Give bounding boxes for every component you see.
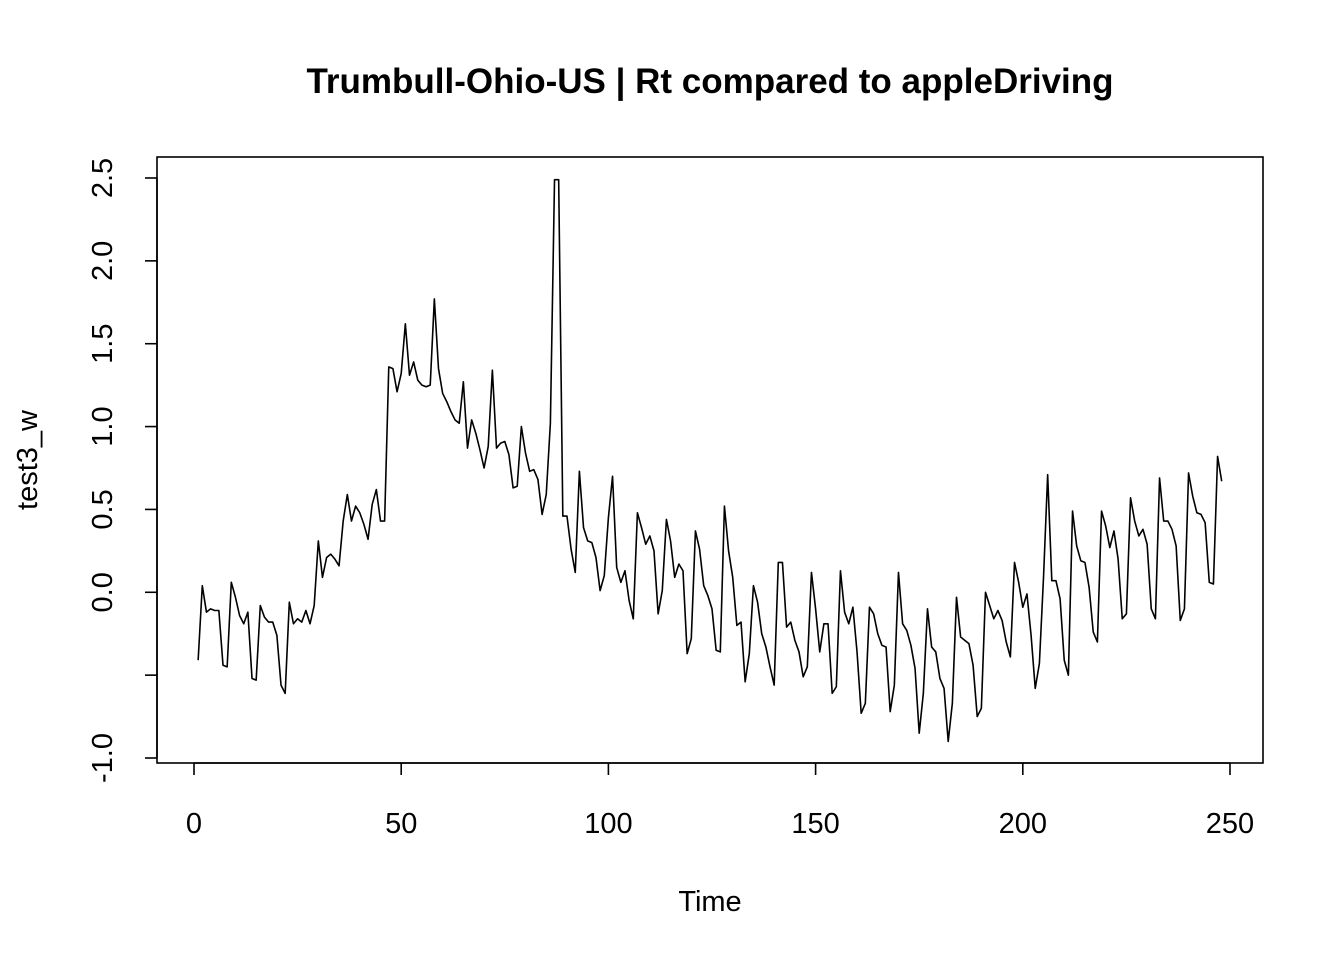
y-axis-label: test3_w — [12, 409, 44, 510]
y-tick-label: 1.0 — [87, 406, 119, 446]
x-tick-label: 50 — [385, 808, 417, 840]
x-tick-label: 150 — [791, 808, 839, 840]
chart-title: Trumbull-Ohio-US | Rt compared to appleD… — [306, 62, 1113, 101]
y-tick-label: -1.0 — [87, 733, 119, 783]
x-tick-label: 250 — [1206, 808, 1254, 840]
y-tick-label: 1.5 — [87, 324, 119, 364]
x-axis: 0 50 100 150 200 250 — [186, 762, 1254, 840]
y-tick-label: 2.0 — [87, 241, 119, 281]
x-axis-label: Time — [678, 886, 741, 918]
y-tick-label: 2.5 — [87, 158, 119, 198]
y-tick-label: 0.5 — [87, 489, 119, 529]
series-line — [197, 178, 1223, 743]
x-tick-label: 0 — [186, 808, 202, 840]
x-tick-label: 100 — [584, 808, 632, 840]
x-tick-label: 200 — [999, 808, 1047, 840]
y-axis: -1.0 0.0 0.5 1.0 1.5 2.0 2.5 — [87, 158, 158, 783]
y-tick-label: 0.0 — [87, 572, 119, 612]
